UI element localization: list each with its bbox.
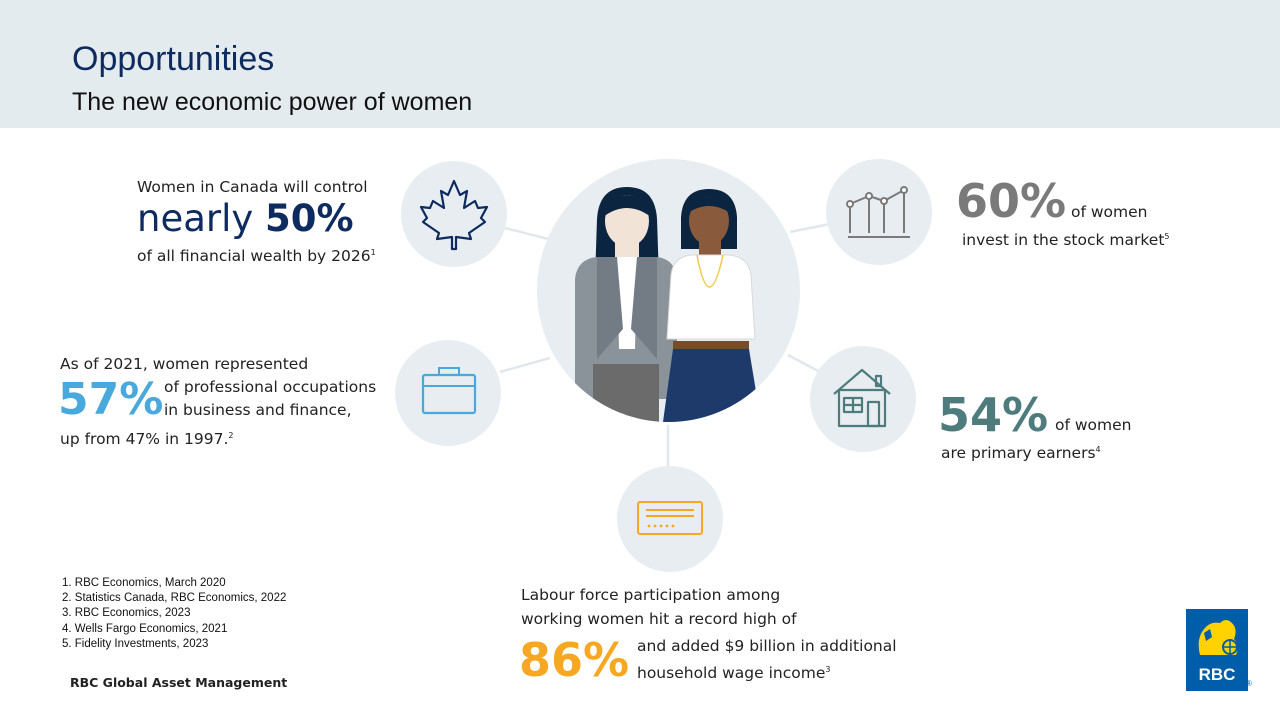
professional-side2: in business and finance, xyxy=(164,401,352,419)
wealth-line3: of all financial wealth by 20261 xyxy=(137,242,376,267)
labour-line1: Labour force participation among xyxy=(521,586,781,604)
brand-name: RBC Global Asset Management xyxy=(70,675,288,690)
professional-footnote-ref: 2 xyxy=(228,431,234,440)
wealth-line3-text: of all financial wealth by 2026 xyxy=(137,247,371,266)
rbc-logo: RBC ® xyxy=(1186,609,1252,691)
labour-footnote-ref: 3 xyxy=(825,665,831,674)
professional-line4-text: up from 47% in 1997. xyxy=(60,430,229,449)
stock-line2: invest in the stock market5 xyxy=(962,226,1170,251)
footnote-item: 3. RBC Economics, 2023 xyxy=(62,607,191,620)
rbc-logo-registered: ® xyxy=(1246,679,1252,688)
two-women-illustration xyxy=(575,187,761,422)
footnotes: 1. RBC Economics, March 2020 2. Statisti… xyxy=(62,576,286,652)
stock-side: of women xyxy=(1071,203,1148,221)
wealth-value: 50% xyxy=(265,197,354,240)
wealth-headline: nearly 50% xyxy=(137,198,354,240)
footnote-item: 5. Fidelity Investments, 2023 xyxy=(62,637,209,650)
footnote-item: 1. RBC Economics, March 2020 xyxy=(62,577,226,589)
cheque-icon xyxy=(637,501,703,535)
stock-line2-text: invest in the stock market xyxy=(962,231,1165,250)
briefcase-icon xyxy=(421,367,477,415)
rbc-logo-text: RBC xyxy=(1198,665,1236,684)
labour-side1: and added $9 billion in additional xyxy=(637,637,897,655)
line-chart-icon xyxy=(846,186,910,238)
earners-side: of women xyxy=(1055,416,1132,434)
house-icon xyxy=(833,368,891,428)
briefcase-circle xyxy=(395,340,501,446)
labour-value: 86% xyxy=(519,633,630,687)
footnote-item: 4. Wells Fargo Economics, 2021 xyxy=(62,622,228,635)
professional-side1: of professional occupations xyxy=(164,378,377,396)
rbc-logo-mark xyxy=(1186,609,1248,691)
page-subtitle: The new economic power of women xyxy=(72,88,473,116)
women-illustration-circle xyxy=(537,159,800,422)
chart-circle xyxy=(826,159,932,265)
labour-line2: working women hit a record high of xyxy=(521,610,797,628)
professional-line4: up from 47% in 1997.2 xyxy=(60,425,234,450)
earners-footnote-ref: 4 xyxy=(1095,445,1101,454)
earners-line2: are primary earners4 xyxy=(941,439,1101,464)
wealth-prefix: nearly xyxy=(137,197,266,240)
page-title: Opportunities xyxy=(72,40,275,78)
header-band xyxy=(0,0,1280,128)
stock-value: 60% xyxy=(956,174,1067,228)
wealth-line1: Women in Canada will control xyxy=(137,178,368,196)
earners-value: 54% xyxy=(938,388,1049,442)
professional-line1: As of 2021, women represented xyxy=(60,355,309,373)
labour-side2: household wage income3 xyxy=(637,659,830,684)
professional-value: 57% xyxy=(58,374,164,425)
labour-side2-text: household wage income xyxy=(637,664,826,683)
house-circle xyxy=(810,346,916,452)
footnote-item: 2. Statistics Canada, RBC Economics, 202… xyxy=(62,592,287,605)
maple-leaf-circle xyxy=(401,161,507,267)
wealth-footnote-ref: 1 xyxy=(370,248,376,257)
cheque-circle xyxy=(617,466,723,572)
maple-leaf-icon xyxy=(419,179,489,251)
earners-line2-text: are primary earners xyxy=(941,444,1096,463)
stock-footnote-ref: 5 xyxy=(1164,232,1170,241)
